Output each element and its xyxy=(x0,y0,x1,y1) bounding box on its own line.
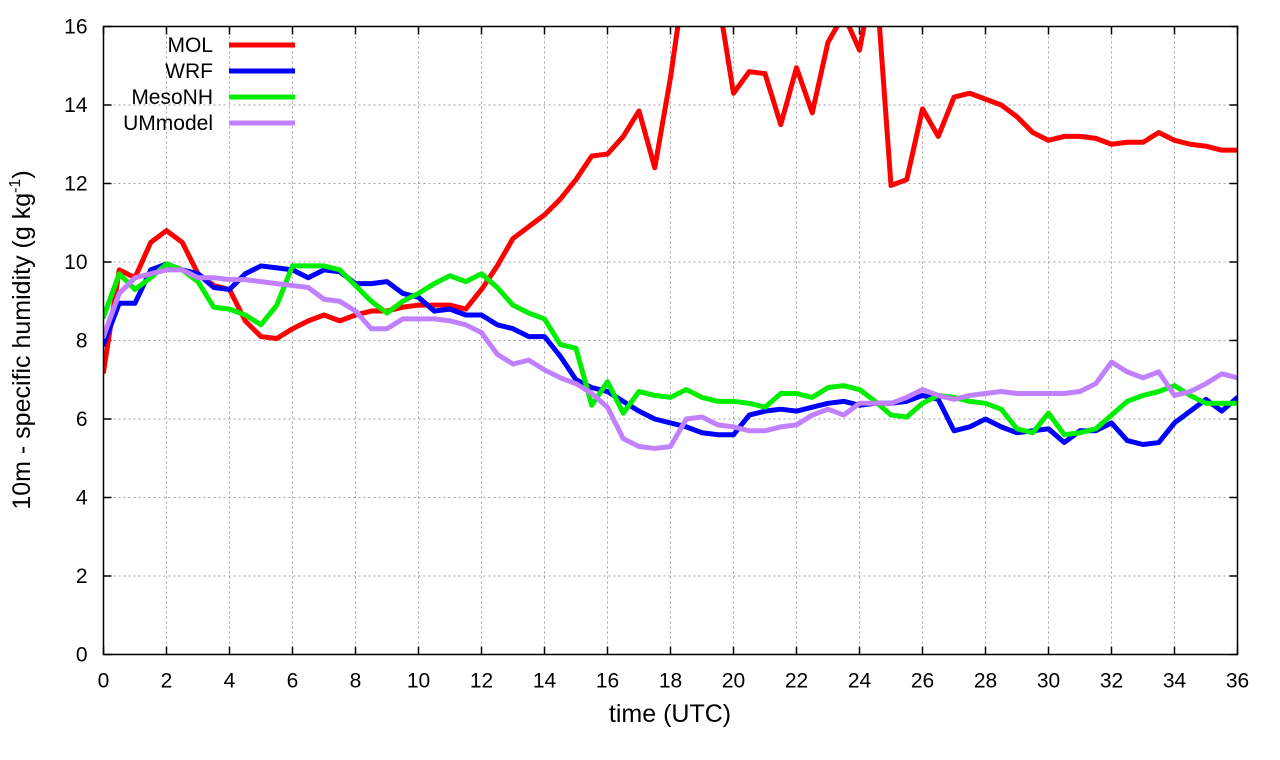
x-tick-label: 24 xyxy=(848,670,872,693)
legend-label: WRF xyxy=(165,60,213,83)
x-tick-label: 18 xyxy=(659,670,682,693)
legend-label: MOL xyxy=(167,34,213,57)
x-tick-label: 28 xyxy=(974,670,997,693)
series-lines xyxy=(103,26,1238,451)
x-tick-label: 30 xyxy=(1037,670,1060,693)
y-tick-label: 4 xyxy=(76,487,88,510)
x-axis-title: time (UTC) xyxy=(609,700,731,728)
x-tick-label: 14 xyxy=(533,670,557,693)
y-tick-label: 16 xyxy=(64,16,87,39)
x-tick-label: 22 xyxy=(785,670,808,693)
x-tick-label: 36 xyxy=(1226,670,1249,693)
y-axis-title-end: ) xyxy=(8,170,36,178)
x-tick-label: 12 xyxy=(470,670,493,693)
y-axis-title-sup: -1 xyxy=(7,179,24,193)
x-tick-label: 34 xyxy=(1163,670,1187,693)
x-tick-label: 32 xyxy=(1100,670,1123,693)
x-tick-labels: 0 2 4 6 8 10 12 14 16 18 20 22 24 26 28 30 32 34 36 xyxy=(98,670,1250,693)
y-tick-label: 10 xyxy=(64,251,87,274)
legend-label: UMmodel xyxy=(123,112,213,135)
x-tick-label: 8 xyxy=(350,670,362,693)
x-tick-label: 20 xyxy=(722,670,745,693)
legend: MOL WRF MesoNH UMmodel xyxy=(123,34,295,135)
y-tick-labels: 0 2 4 6 8 10 12 14 16 xyxy=(64,16,88,667)
x-tick-label: 26 xyxy=(911,670,934,693)
legend-label: MesoNH xyxy=(131,86,213,109)
y-tick-label: 14 xyxy=(64,94,88,117)
grid xyxy=(103,26,1238,655)
x-tick-label: 10 xyxy=(407,670,430,693)
x-tick-label: 6 xyxy=(287,670,299,693)
x-tick-label: 0 xyxy=(98,670,110,693)
series-line-ummodel xyxy=(103,267,1238,451)
plot-frame xyxy=(102,25,1239,656)
y-tick-label: 2 xyxy=(76,565,88,588)
y-axis-title-main: 10m - specific humidity (g kg xyxy=(8,193,36,510)
x-tick-label: 2 xyxy=(161,670,173,693)
y-axis-title: 10m - specific humidity (g kg-1) xyxy=(7,170,36,509)
y-tick-label: 8 xyxy=(76,330,88,353)
y-tick-label: 12 xyxy=(64,173,87,196)
series-line-mol xyxy=(103,26,1238,375)
y-tick-label: 0 xyxy=(76,644,88,667)
x-tick-label: 4 xyxy=(224,670,236,693)
x-tick-label: 16 xyxy=(596,670,619,693)
series-line-mesonh xyxy=(103,261,1238,438)
y-tick-label: 6 xyxy=(76,408,88,431)
